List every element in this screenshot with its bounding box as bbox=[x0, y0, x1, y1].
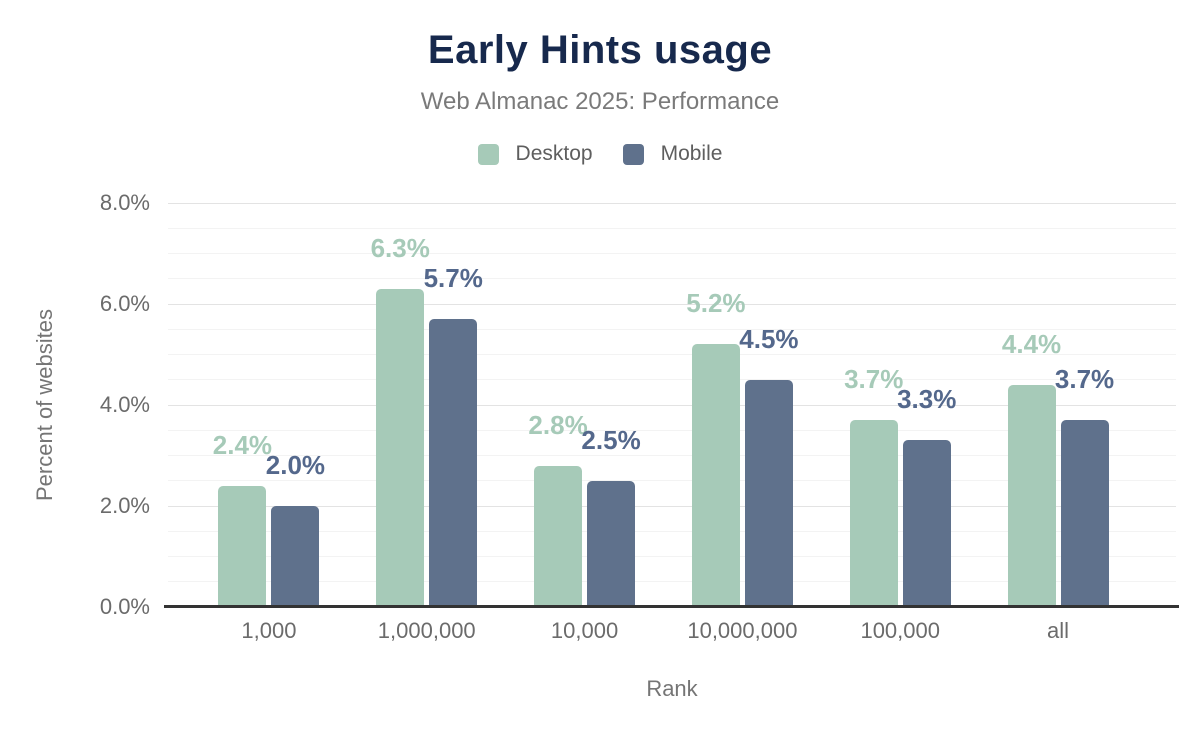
y-tick-label: 2.0% bbox=[99, 493, 150, 518]
gridline-major bbox=[168, 505, 1176, 507]
gridline-minor bbox=[168, 354, 1176, 355]
bar-group: 5.2% 4.5% bbox=[663, 203, 821, 607]
y-tick-label: 8.0% bbox=[99, 190, 150, 215]
x-tick-label: 10,000,000 bbox=[687, 618, 798, 643]
gridline-minor bbox=[168, 455, 1176, 456]
bar-desktop[interactable]: 2.4% bbox=[213, 432, 272, 607]
legend-item-mobile: Mobile bbox=[622, 142, 723, 166]
bar-desktop[interactable]: 5.2% bbox=[686, 290, 746, 607]
bar-value-label: 5.7% bbox=[423, 263, 483, 294]
plot-area: 2.4% 2.0% 6.3% 5.7% 2.8% 2.5% 5.2% 4.5% 3.7% 3.3%… bbox=[164, 202, 1179, 608]
bar-value-label: 2.0% bbox=[265, 450, 326, 480]
gridline-minor bbox=[168, 556, 1176, 557]
y-tick-label: 4.0% bbox=[99, 392, 150, 417]
bar-mobile[interactable]: 2.5% bbox=[581, 427, 641, 607]
bar-desktop[interactable]: 2.8% bbox=[528, 412, 588, 607]
bar-group: 2.4% 2.0% bbox=[190, 203, 348, 607]
bar-group: 2.8% 2.5% bbox=[506, 203, 664, 607]
bar-desktop[interactable]: 3.7% bbox=[844, 366, 903, 607]
bar-value-label: 5.2% bbox=[686, 288, 746, 319]
gridline-minor bbox=[168, 581, 1176, 583]
bar-mobile[interactable]: 2.0% bbox=[266, 452, 325, 607]
bars-row: 2.4% 2.0% 6.3% 5.7% 2.8% 2.5% 5.2% 4.5% 3.7% 3.3%… bbox=[190, 203, 1137, 607]
y-tick-label: 6.0% bbox=[99, 291, 150, 316]
x-tick-label: 100,000 bbox=[860, 618, 940, 643]
x-axis-baseline bbox=[164, 605, 1179, 608]
x-axis-title: Rank bbox=[646, 676, 698, 701]
x-tick-label: all bbox=[1047, 618, 1070, 643]
chart-subtitle: Web Almanac 2025: Performance bbox=[420, 88, 780, 115]
y-tick-label: 0.0% bbox=[99, 594, 150, 619]
x-tick-label: 10,000 bbox=[550, 618, 619, 643]
bar-value-label: 2.4% bbox=[212, 429, 273, 460]
legend-label-mobile: Mobile bbox=[660, 142, 723, 165]
bar-value-label: 3.3% bbox=[897, 384, 957, 415]
desktop-swatch-icon bbox=[477, 143, 499, 165]
bar-value-label: 6.3% bbox=[370, 232, 430, 263]
legend: Desktop Mobile bbox=[0, 142, 1200, 166]
gridline-minor bbox=[168, 328, 1176, 330]
gridline-major bbox=[168, 202, 1176, 204]
gridline-minor bbox=[168, 480, 1176, 482]
bar-mobile[interactable]: 3.7% bbox=[1055, 366, 1114, 607]
bar-mobile[interactable]: 3.3% bbox=[897, 386, 956, 607]
bar-value-label: 3.7% bbox=[844, 364, 904, 395]
bar-value-label: 2.8% bbox=[528, 409, 588, 440]
gridline-minor bbox=[168, 253, 1176, 254]
mobile-swatch-icon bbox=[622, 143, 644, 165]
chart-title: Early Hints usage bbox=[427, 28, 773, 72]
bar-desktop[interactable]: 6.3% bbox=[371, 235, 430, 607]
x-tick-label: 1,000,000 bbox=[377, 618, 476, 643]
legend-label-desktop: Desktop bbox=[515, 142, 593, 165]
bar-desktop[interactable]: 4.4% bbox=[1002, 331, 1061, 607]
gridline-major bbox=[168, 404, 1176, 406]
bar-value-label: 4.4% bbox=[1001, 328, 1062, 359]
gridline-minor bbox=[168, 278, 1176, 280]
bar-group: 4.4% 3.7% bbox=[979, 203, 1137, 607]
bar-mobile[interactable]: 5.7% bbox=[424, 265, 483, 607]
bar-group: 6.3% 5.7% bbox=[348, 203, 506, 607]
bar-value-label: 4.5% bbox=[739, 323, 799, 354]
gridline-minor bbox=[168, 530, 1176, 532]
x-axis-labels: 1,000 1,000,000 10,000 10,000,000 100,000 all bbox=[190, 618, 1137, 644]
gridline-minor bbox=[168, 429, 1176, 431]
gridline-minor bbox=[168, 379, 1176, 381]
bar-mobile[interactable]: 4.5% bbox=[739, 326, 799, 607]
gridline-major bbox=[168, 303, 1176, 305]
bar-value-label: 3.7% bbox=[1054, 364, 1115, 395]
bar-value-label: 2.5% bbox=[581, 424, 641, 455]
gridline-minor bbox=[168, 227, 1176, 229]
bar-group: 3.7% 3.3% bbox=[821, 203, 979, 607]
x-tick-label: 1,000 bbox=[241, 618, 297, 643]
legend-item-desktop: Desktop bbox=[477, 142, 593, 166]
